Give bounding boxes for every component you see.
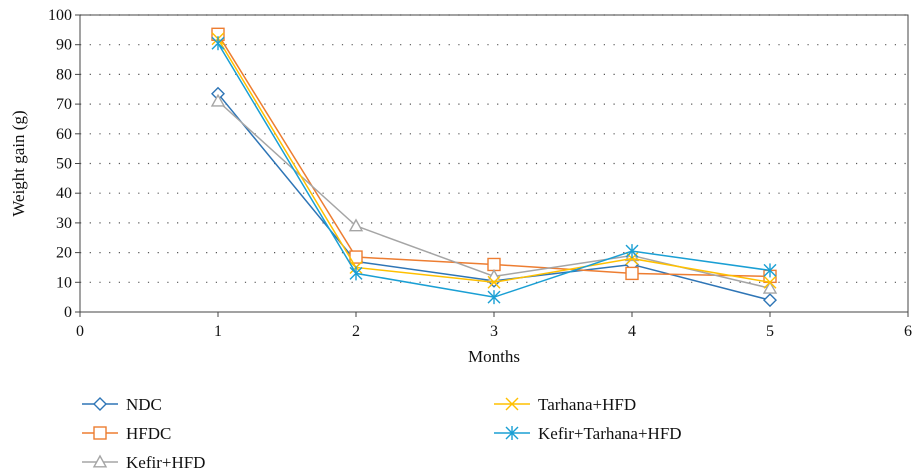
legend-marker [93, 426, 107, 440]
legend-item: Kefir+HFD [82, 453, 205, 472]
legend-label: Tarhana+HFD [538, 395, 636, 414]
data-point [487, 257, 501, 272]
marker-stroke [763, 275, 777, 289]
legend: NDC HFDC Kefir+HFD Tarhana+HFD Kefir+Tarhana… [82, 395, 682, 472]
data-point [625, 266, 639, 281]
y-axis-title: Weight gain (g) [9, 110, 28, 216]
x-tick-label: 3 [490, 323, 498, 340]
data-point [763, 293, 777, 308]
legend-marker [505, 397, 519, 411]
legend-item: Kefir+Tarhana+HFD [494, 424, 682, 443]
y-tick-label: 40 [56, 185, 72, 202]
series-group [210, 27, 778, 308]
data-point [348, 218, 364, 232]
legend-item: HFDC [82, 424, 171, 443]
x-tick-label: 4 [628, 323, 636, 340]
data-point [763, 263, 777, 278]
grid [80, 14, 908, 283]
series-line [217, 33, 771, 278]
data-point [763, 275, 777, 289]
legend-label: Kefir+HFD [126, 453, 205, 472]
y-tick-label: 20 [56, 245, 72, 262]
legend-marker [505, 426, 519, 440]
data-point [487, 275, 501, 289]
y-tick-label: 50 [56, 156, 72, 173]
y-tick-label: 10 [56, 274, 72, 291]
x-tick-label: 6 [904, 323, 912, 340]
legend-label: Kefir+Tarhana+HFD [538, 424, 682, 443]
marker-stroke [505, 397, 519, 411]
legend-item: NDC [82, 395, 162, 414]
y-tick-label: 60 [56, 126, 72, 143]
y-tick-label: 0 [64, 304, 72, 321]
legend-label: HFDC [126, 424, 171, 443]
x-tick-label: 2 [352, 323, 360, 340]
series-kefir-tarhana-hfd [211, 36, 777, 305]
data-point [762, 280, 778, 294]
legend-label: NDC [126, 395, 162, 414]
y-tick-label: 80 [56, 66, 72, 83]
x-axis-title: Months [468, 347, 520, 366]
data-point [487, 290, 501, 305]
x-tick-label: 1 [214, 323, 222, 340]
marker-stroke [487, 275, 501, 289]
x-tick-label: 5 [766, 323, 774, 340]
legend-marker [92, 454, 108, 468]
y-tick-label: 70 [56, 96, 72, 113]
y-tick-label: 90 [56, 37, 72, 54]
data-point [349, 266, 363, 281]
axes: 0 10 20 30 40 50 60 70 80 90 100 0 1 2 3 4 5 6 [48, 7, 912, 340]
legend-item: Tarhana+HFD [494, 395, 636, 414]
y-tick-label: 100 [48, 7, 72, 24]
y-tick-label: 30 [56, 215, 72, 232]
legend-marker [93, 397, 107, 411]
data-point [625, 244, 639, 259]
data-point [210, 93, 226, 107]
x-tick-label: 0 [76, 323, 84, 340]
data-point [211, 36, 225, 51]
series-hfdc [211, 27, 777, 284]
series-line [217, 38, 771, 284]
